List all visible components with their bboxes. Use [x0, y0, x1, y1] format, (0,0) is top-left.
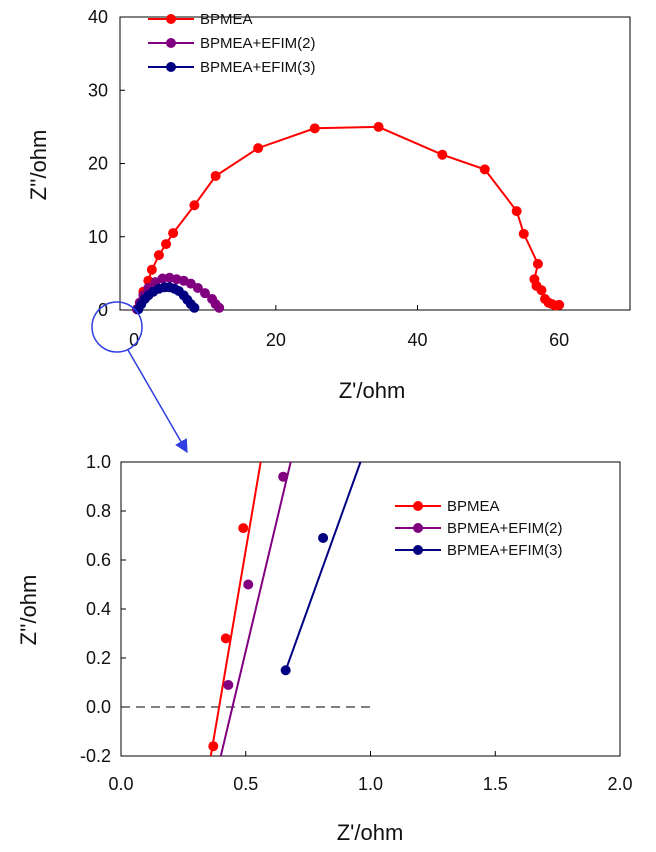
- data-point: [208, 741, 219, 752]
- x-tick-label: 60: [549, 330, 569, 350]
- data-point: [253, 143, 264, 154]
- x-tick-label: 0.5: [233, 774, 258, 794]
- series-2: [280, 461, 362, 676]
- legend: BPMEA BPMEA+EFIM(2) BPMEA+EFIM(3): [148, 11, 315, 76]
- legend-item: BPMEA: [395, 498, 500, 515]
- zoom-circle: [91, 301, 143, 353]
- legend-marker: [413, 501, 423, 511]
- y-tick-label: 1.0: [86, 452, 111, 472]
- data-point: [278, 471, 289, 482]
- data-point: [479, 164, 490, 175]
- legend-item: BPMEA+EFIM(2): [395, 520, 562, 537]
- data-point: [318, 532, 329, 543]
- y-tick-label: 20: [88, 154, 108, 174]
- legend-marker: [166, 38, 176, 48]
- data-point: [554, 299, 565, 310]
- series-0: [208, 461, 262, 757]
- series-line: [219, 461, 292, 757]
- data-point: [536, 285, 547, 296]
- series-2: [133, 282, 200, 315]
- data-point: [192, 283, 203, 294]
- legend-label: BPMEA+EFIM(3): [200, 59, 315, 76]
- series-line: [136, 125, 560, 310]
- x-tick-label: 0: [129, 330, 139, 350]
- legend-item: BPMEA+EFIM(3): [395, 542, 562, 559]
- data-point: [280, 665, 291, 676]
- legend-item: BPMEA: [148, 11, 253, 28]
- legend-item: BPMEA+EFIM(2): [148, 35, 315, 52]
- plot-frame: [119, 16, 631, 311]
- x-axis-label: Z'/ohm: [339, 378, 406, 403]
- y-tick-label: 30: [88, 80, 108, 100]
- series-group: [132, 121, 565, 315]
- x-axis-label: Z'/ohm: [337, 820, 404, 845]
- data-point: [189, 200, 200, 211]
- data-point: [210, 170, 221, 181]
- data-point: [153, 250, 164, 261]
- nyquist-plot-zoom: 0.0 0.5 1.0 1.5 2.0 -0.2 0.0 0.2 0.4 0.6 0.8 1.0 Z'…: [16, 452, 633, 845]
- legend-marker: [413, 523, 423, 533]
- x-tick-label: 20: [266, 330, 286, 350]
- axis-ticks: 0 20 40 60 0 10 20 30 40: [88, 7, 569, 350]
- data-point: [168, 228, 179, 239]
- series-group: [208, 461, 362, 757]
- x-tick-label: 0.0: [108, 774, 133, 794]
- data-point: [220, 633, 231, 644]
- legend: BPMEA BPMEA+EFIM(2) BPMEA+EFIM(3): [395, 498, 562, 559]
- legend-item: BPMEA+EFIM(3): [148, 59, 315, 76]
- data-point: [189, 302, 200, 313]
- x-tick-label: 1.5: [483, 774, 508, 794]
- series-1: [219, 461, 292, 757]
- legend-label: BPMEA+EFIM(2): [447, 520, 562, 537]
- legend-label: BPMEA+EFIM(3): [447, 542, 562, 559]
- y-tick-label: 0.6: [86, 550, 111, 570]
- legend-label: BPMEA+EFIM(2): [200, 35, 315, 52]
- data-point: [214, 302, 225, 313]
- y-tick-label: 0.8: [86, 501, 111, 521]
- y-tick-label: 0: [98, 300, 108, 320]
- y-axis-label: Z''/ohm: [26, 130, 51, 201]
- legend-marker: [166, 62, 176, 72]
- zoom-arrow: [127, 349, 188, 454]
- data-point: [223, 679, 234, 690]
- legend-label: BPMEA: [200, 11, 253, 28]
- data-point: [243, 579, 254, 590]
- y-tick-label: 10: [88, 227, 108, 247]
- data-point: [161, 239, 172, 250]
- data-point: [238, 523, 249, 534]
- y-tick-label: 0.4: [86, 599, 111, 619]
- data-point: [373, 121, 384, 132]
- data-point: [146, 264, 157, 275]
- series-line: [209, 461, 262, 757]
- data-point: [518, 228, 529, 239]
- legend-label: BPMEA: [447, 498, 500, 515]
- x-tick-label: 40: [407, 330, 427, 350]
- data-point: [309, 123, 320, 134]
- y-tick-label: 0.2: [86, 648, 111, 668]
- series-line: [284, 461, 362, 671]
- legend-marker: [166, 14, 176, 24]
- data-point: [532, 258, 543, 269]
- x-tick-label: 1.0: [358, 774, 383, 794]
- data-point: [437, 149, 448, 160]
- y-axis-label: Z''/ohm: [16, 575, 41, 646]
- y-tick-label: 0.0: [86, 697, 111, 717]
- axis-ticks: 0.0 0.5 1.0 1.5 2.0 -0.2 0.0 0.2 0.4 0.6 0.8 1.0: [80, 452, 633, 794]
- plot-frame: [120, 461, 621, 757]
- x-tick-label: 2.0: [607, 774, 632, 794]
- data-point: [511, 206, 522, 217]
- y-tick-label: 40: [88, 7, 108, 27]
- y-tick-label: -0.2: [80, 746, 111, 766]
- legend-marker: [413, 545, 423, 555]
- data-point: [200, 288, 210, 299]
